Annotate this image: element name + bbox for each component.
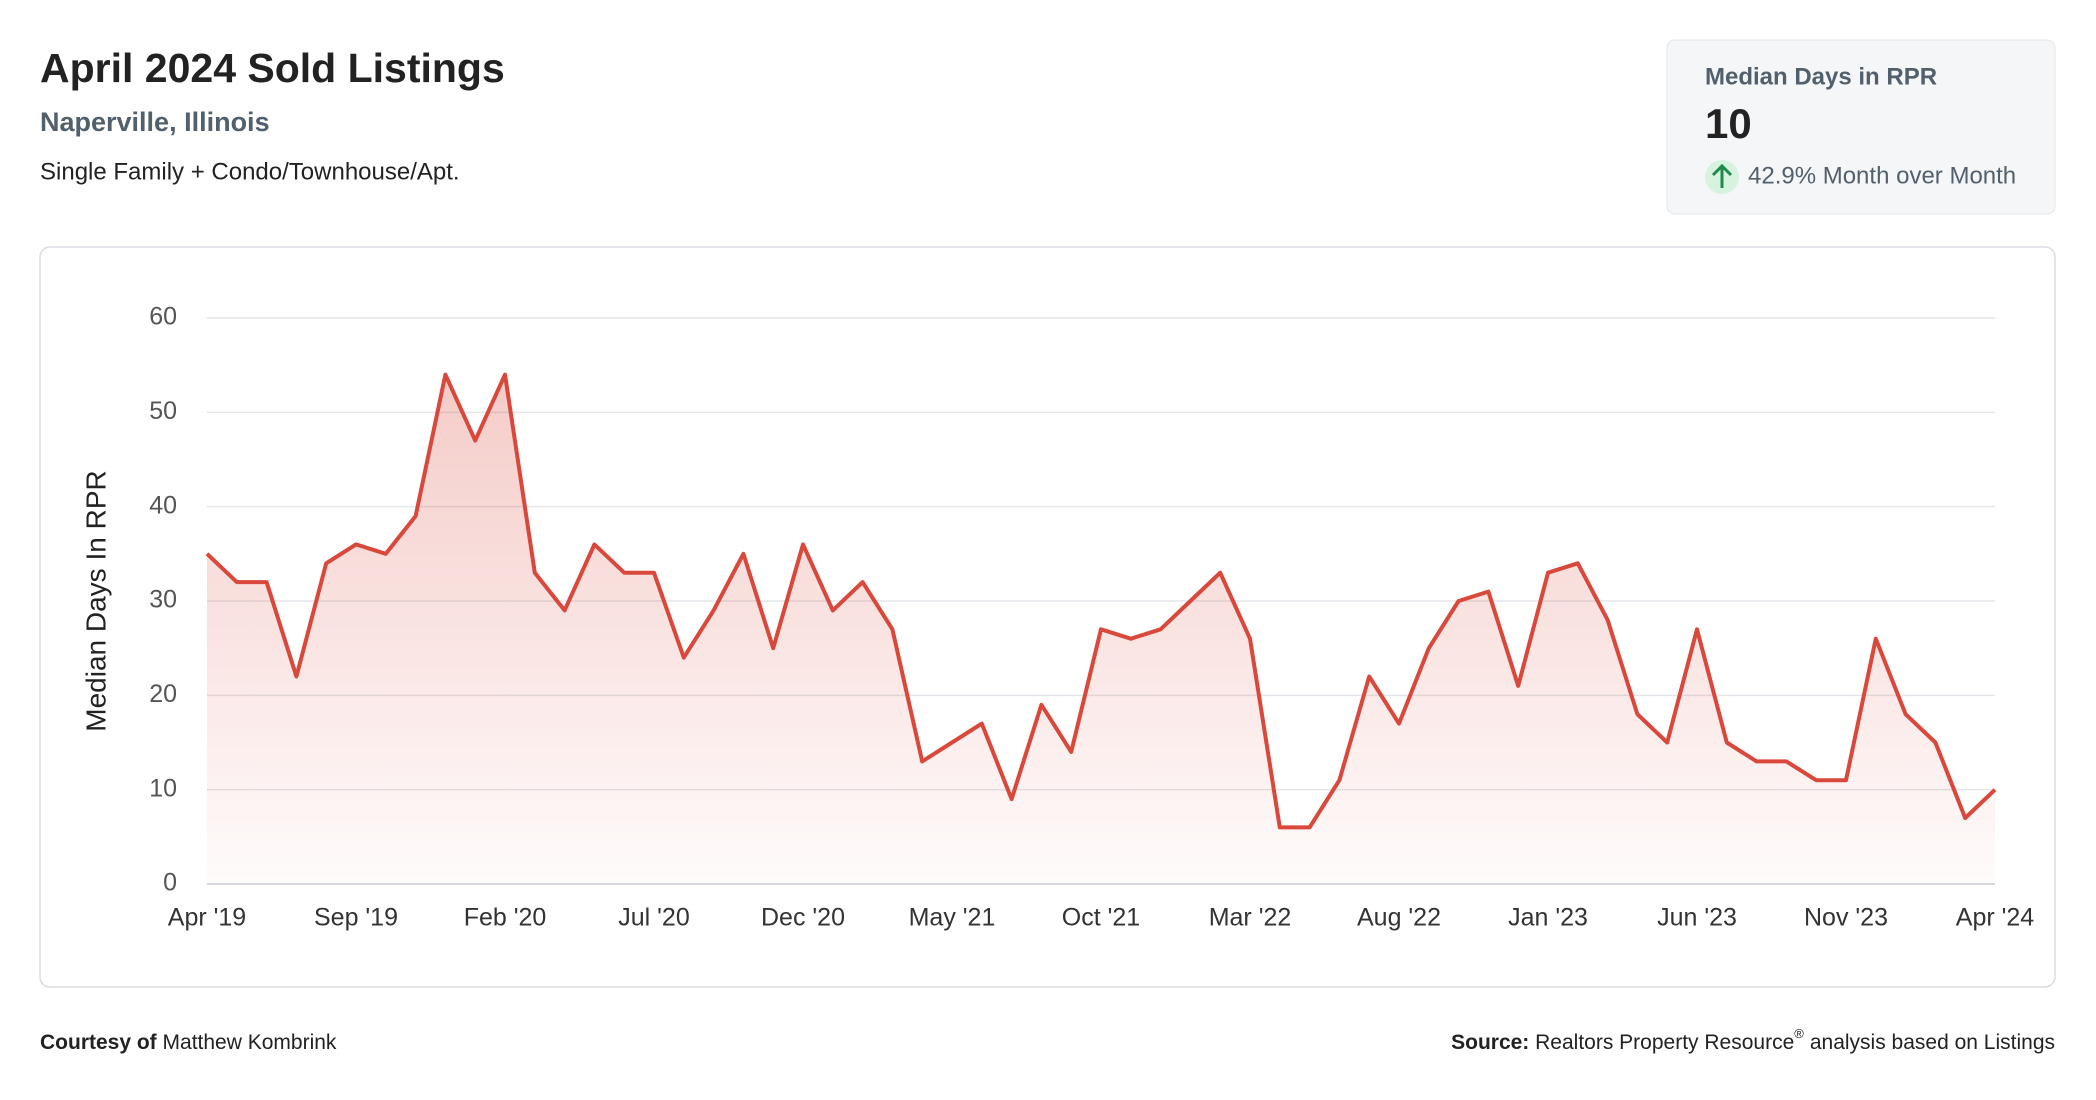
x-tick-label: Jul '20 [618,904,689,932]
y-tick-label: 30 [149,586,177,614]
y-tick-label: 10 [149,774,177,802]
source-rest: analysis based on Listings [1810,1031,2055,1054]
x-tick-label: Apr '24 [1956,904,2035,932]
x-tick-label: Mar '22 [1209,904,1292,932]
x-tick-label: Dec '20 [761,904,845,932]
kpi-value: 10 [1705,100,1752,147]
x-tick-label: Jun '23 [1657,904,1737,932]
line [205,372,1997,830]
subtitle: Single Family + Condo/Townhouse/Apt. [40,158,460,185]
courtesy-name: Matthew Kombrink [163,1031,337,1054]
kpi-card [1666,39,2056,215]
x-tick-label: Nov '23 [1804,904,1888,932]
source: Source: Realtors Property Resource® analy… [1451,1026,2055,1053]
x-tick-label: Sep '19 [314,904,398,932]
source-mark: ® [1794,1026,1804,1041]
y-tick-label: 20 [149,680,177,708]
y-tick-label: 40 [149,491,177,519]
x-tick-label: Feb '20 [464,904,547,932]
up-arrow [1711,163,1733,188]
source-name: Realtors Property Resource [1535,1031,1794,1054]
source-label: Source: [1451,1031,1529,1054]
x-tick-label: Apr '19 [168,904,246,932]
courtesy: Courtesy of Matthew Kombrink [40,1031,337,1054]
x-tick-label: Aug '22 [1357,904,1441,932]
kpi-change: 42.9% Month over Month [1748,162,2016,189]
location: Naperville, Illinois [40,107,270,137]
plot: 0 10 20 30 40 50 60 Median Days In RPR Apr '19 Se… [80,303,2034,932]
kpi-label: Median Days in RPR [1705,63,1937,90]
x-tick-label: Jan '23 [1508,904,1588,932]
x-tick-label: May '21 [909,904,996,932]
x-tick-label: Oct '21 [1062,904,1140,932]
y-tick-label: 60 [149,303,177,331]
y-axis-label: Median Days In RPR [80,470,111,731]
y-tick-label: 50 [149,397,177,425]
y-tick-label: 0 [163,869,177,897]
courtesy-label: Courtesy of [40,1031,158,1054]
page-title: April 2024 Sold Listings [40,45,505,91]
